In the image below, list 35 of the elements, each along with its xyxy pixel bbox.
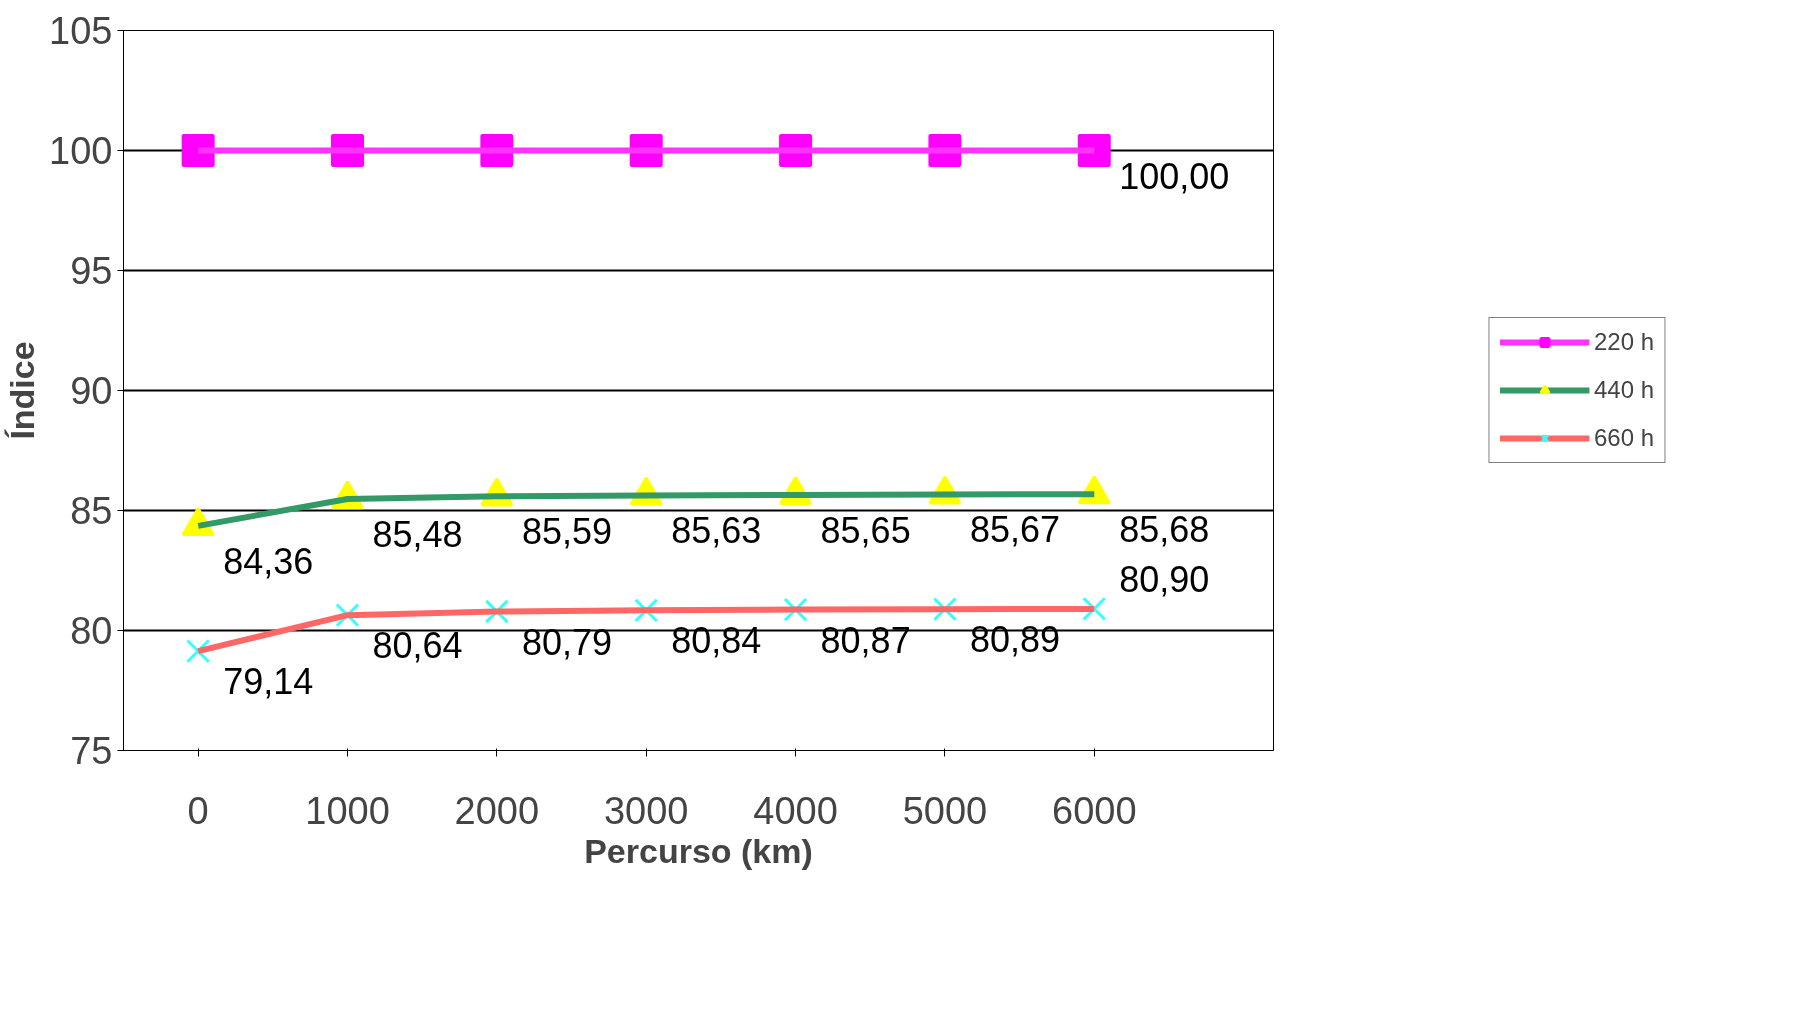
data-label: 80,64 — [372, 625, 463, 667]
legend-label: 440 h — [1593, 376, 1655, 404]
data-label: 80,89 — [969, 619, 1061, 661]
x-tick-label: 0 — [187, 789, 209, 832]
data-label: 79,14 — [223, 661, 314, 703]
x-tick-label: 1000 — [305, 789, 390, 832]
y-tick-label: 95 — [70, 250, 113, 292]
x-tick-label: 4000 — [753, 789, 838, 832]
data-label: 80,90 — [1119, 558, 1210, 600]
y-tick-label: 80 — [70, 610, 113, 652]
point — [1077, 134, 1111, 167]
x-tick-label: 5000 — [902, 789, 988, 832]
data-label: 85,59 — [521, 511, 612, 553]
y-tick-label: 90 — [70, 370, 113, 412]
y-tick-label: 85 — [70, 490, 113, 532]
data-label: 85,48 — [372, 513, 463, 555]
data-label: 85,63 — [671, 510, 762, 552]
x-axis-title: Percurso (km) — [584, 831, 813, 870]
y-axis-title: Índice — [3, 341, 42, 440]
legend-label: 660 h — [1593, 424, 1655, 452]
y-tick-label: 105 — [49, 10, 113, 52]
legend-label: 220 h — [1593, 328, 1655, 356]
data-label: 80,84 — [671, 620, 762, 662]
x-tick-label: 2000 — [454, 789, 540, 832]
point — [181, 134, 215, 167]
x-tick-label: 6000 — [1052, 789, 1137, 832]
data-label: 84,36 — [223, 540, 314, 582]
data-label: 100,00 — [1119, 155, 1230, 197]
y-tick-label: 75 — [70, 730, 113, 772]
x-tick-label: 3000 — [603, 789, 689, 832]
data-label: 85,67 — [969, 509, 1061, 551]
data-label: 80,87 — [820, 619, 911, 661]
data-label: 85,68 — [1119, 509, 1210, 551]
data-label: 85,65 — [820, 509, 911, 551]
y-tick-label: 100 — [49, 130, 113, 172]
